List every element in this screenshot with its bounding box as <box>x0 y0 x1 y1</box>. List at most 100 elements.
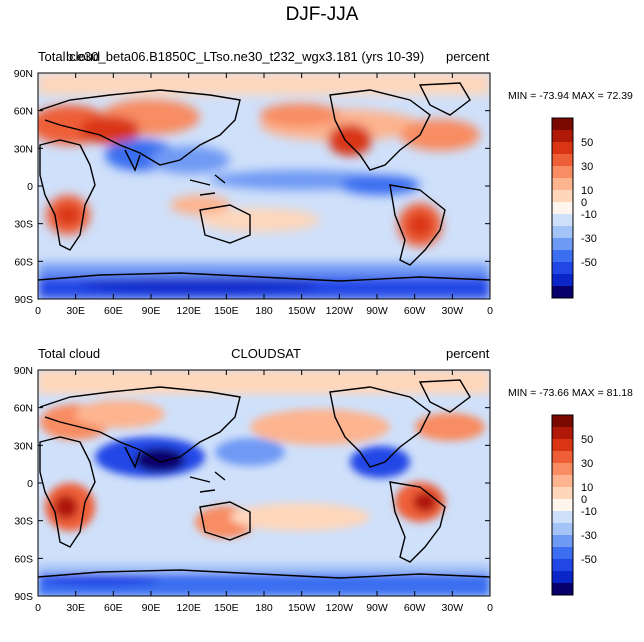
colorbar-swatch <box>552 415 573 428</box>
colorbar-label: 30 <box>581 458 593 470</box>
x-tick-label: 60E <box>104 602 123 614</box>
colorbar-frame <box>551 117 574 299</box>
colorbar-swatch <box>552 487 573 500</box>
colorbar-swatch <box>552 178 573 191</box>
x-tick-label: 60W <box>404 305 426 317</box>
y-tick-label: 30N <box>14 143 33 155</box>
y-tick-label: 30N <box>14 440 33 452</box>
colorbar-swatch <box>552 214 573 227</box>
figure-title: DJF-JJA <box>285 4 359 25</box>
x-tick-label: 30W <box>442 305 464 317</box>
colorbar-label: 0 <box>581 197 587 209</box>
panel-right-label: percent <box>446 346 490 361</box>
colorbar-swatch <box>552 571 573 584</box>
x-tick-label: 90W <box>366 305 388 317</box>
y-tick-label: 90N <box>14 68 33 80</box>
panel-right-label: percent <box>446 49 490 64</box>
colorbar-label: -30 <box>581 530 597 542</box>
colorbar-label: -50 <box>581 257 597 269</box>
map-svg-obs: 0 30E 60E 90E 120E 150E 180 150W 120W 90W 60W 30W 09… <box>14 365 597 614</box>
coastlines <box>38 379 490 579</box>
x-tick-label: 180 <box>255 305 273 317</box>
colorbar-swatch <box>552 475 573 488</box>
y-tick-label: 0 <box>27 478 33 490</box>
colorbar-label: 10 <box>581 185 593 197</box>
coastlines <box>38 82 490 282</box>
x-tick-label: 120E <box>176 305 201 317</box>
x-tick-label: 150W <box>288 305 316 317</box>
colorbar: 50 30 100-10 -30 -50 <box>551 117 597 299</box>
x-tick-label: 150E <box>214 305 239 317</box>
colorbar-swatch <box>552 499 573 512</box>
colorbar-label: 0 <box>581 494 587 506</box>
x-tick-label: 120W <box>326 602 354 614</box>
x-tick-label: 0 <box>35 602 41 614</box>
colorbar-swatch <box>552 250 573 263</box>
y-tick-label: 30S <box>14 219 33 231</box>
y-tick-label: 90S <box>14 591 33 603</box>
panel-model: Total cloud b.e30_beta06.B1850C_LTso.ne3… <box>0 45 644 345</box>
colorbar-swatch <box>552 439 573 452</box>
panel-minmax: MIN = -73.66 MAX = 81.18 <box>508 387 633 399</box>
colorbar-label: 50 <box>581 434 593 446</box>
x-tick-label: 0 <box>487 602 493 614</box>
colorbar-label: -50 <box>581 554 597 566</box>
colorbar-swatch <box>552 535 573 548</box>
x-tick-label: 120E <box>176 602 201 614</box>
colorbar-swatch <box>552 463 573 476</box>
x-tick-label: 180 <box>255 602 273 614</box>
colorbar-swatch <box>552 238 573 251</box>
colorbar-swatch <box>552 142 573 155</box>
colorbar-swatch <box>552 547 573 560</box>
axis-ticks: 0 30E 60E 90E 120E 150E 180 150W 120W 90W 60W 30W 09… <box>14 365 493 614</box>
colorbar-swatch <box>552 559 573 572</box>
colorbar-swatch <box>552 202 573 215</box>
y-tick-label: 60N <box>14 403 33 415</box>
panel-minmax: MIN = -73.94 MAX = 72.39 <box>508 90 633 102</box>
x-tick-label: 30E <box>66 305 85 317</box>
colorbar-swatch <box>552 523 573 536</box>
y-tick-label: 30S <box>14 516 33 528</box>
y-tick-label: 60S <box>14 553 33 565</box>
axis-ticks: 0 30E 60E 90E 120E 150E 180 150W 120W 90W 60W 30W 09… <box>14 68 493 317</box>
colorbar-swatch <box>552 511 573 524</box>
colorbar-swatch <box>552 154 573 167</box>
colorbar-swatch <box>552 190 573 203</box>
panel-center-label: CLOUDSAT <box>231 346 301 361</box>
y-tick-label: 60S <box>14 256 33 268</box>
colorbar-label: -10 <box>581 209 597 221</box>
map-svg-model: 0 30E 60E 90E 120E 150E 180 150W 120W 90W 60W 30W 09… <box>14 68 597 317</box>
x-tick-label: 90W <box>366 602 388 614</box>
y-tick-label: 90N <box>14 365 33 377</box>
colorbar-swatch <box>552 226 573 239</box>
x-tick-label: 30E <box>66 602 85 614</box>
panel-obs: Total cloud CLOUDSAT percent MIN = -73.6… <box>0 342 644 642</box>
colorbar-swatch <box>552 583 573 596</box>
x-tick-label: 60W <box>404 602 426 614</box>
colorbar-swatch <box>552 451 573 464</box>
x-tick-label: 90E <box>142 602 161 614</box>
x-tick-label: 0 <box>35 305 41 317</box>
colorbar-swatch <box>552 274 573 287</box>
colorbar-swatch <box>552 262 573 275</box>
colorbar-label: 10 <box>581 482 593 494</box>
colorbar-swatch <box>552 286 573 299</box>
y-tick-label: 0 <box>27 181 33 193</box>
x-tick-label: 60E <box>104 305 123 317</box>
y-tick-label: 90S <box>14 294 33 306</box>
colorbar-label: 50 <box>581 137 593 149</box>
x-tick-label: 120W <box>326 305 354 317</box>
colorbar-swatch <box>552 118 573 131</box>
colorbar-swatch <box>552 130 573 143</box>
colorbar-label: -30 <box>581 233 597 245</box>
colorbar-swatch <box>552 427 573 440</box>
colorbar-swatch <box>552 166 573 179</box>
x-tick-label: 30W <box>442 602 464 614</box>
panel-left-label: Total cloud <box>38 49 101 64</box>
panel-left-label: Total cloud <box>38 346 101 361</box>
x-tick-label: 150W <box>288 602 316 614</box>
x-tick-label: 90E <box>142 305 161 317</box>
x-tick-label: 150E <box>214 602 239 614</box>
colorbar-label: 30 <box>581 161 593 173</box>
panel-center-label: b.e30_beta06.B1850C_LTso.ne30_t232_wgx3.… <box>66 49 425 64</box>
